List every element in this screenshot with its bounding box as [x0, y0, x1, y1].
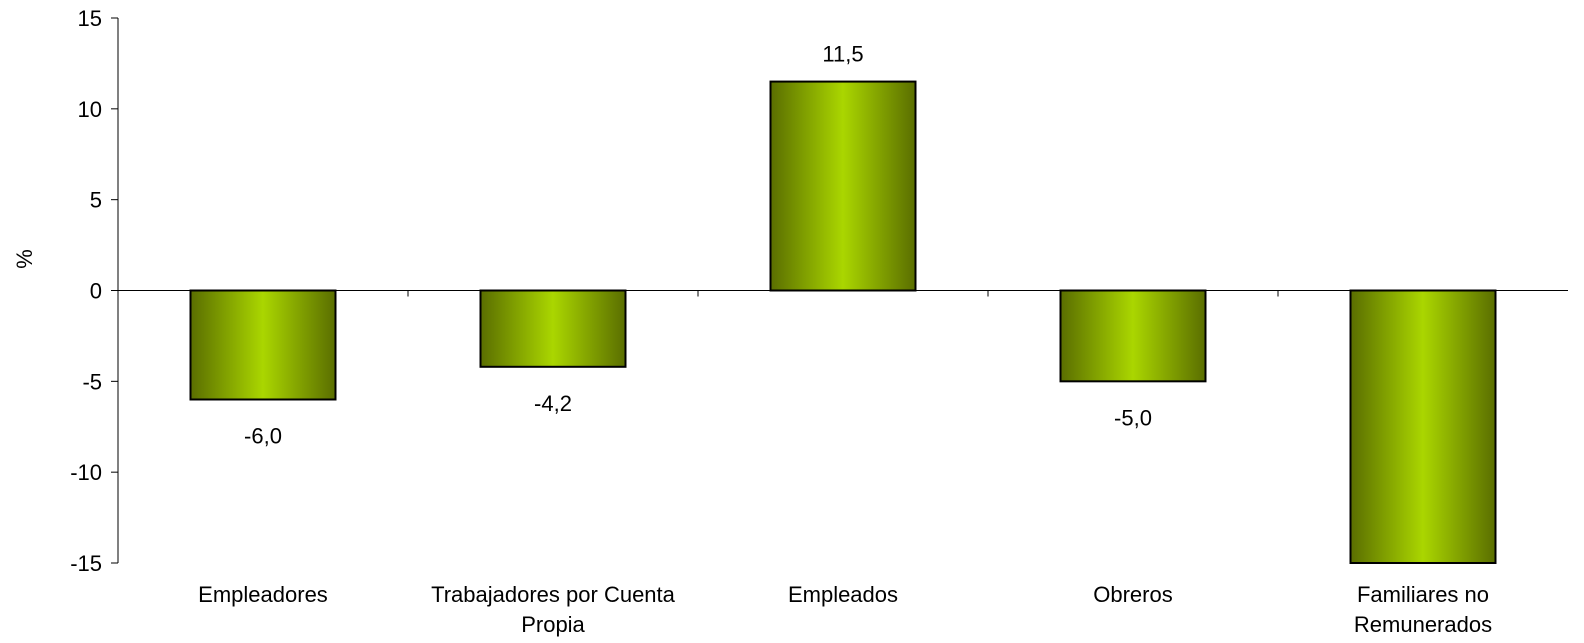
category-label: Trabajadores por Cuenta Propia — [431, 582, 676, 637]
bar-1 — [189, 289, 337, 401]
y-axis-label: % — [12, 249, 37, 269]
y-ticks-group: 15 10 5 0 -5 -10 -15 — [70, 6, 118, 576]
y-tick-label: 15 — [78, 6, 102, 31]
y-tick-label: 10 — [78, 97, 102, 122]
y-tick-label: -10 — [70, 460, 102, 485]
data-label: -4,2 — [534, 391, 572, 416]
y-tick-label: -5 — [82, 369, 102, 394]
data-label: -5,0 — [1114, 405, 1152, 430]
category-label: Empleadores — [198, 582, 328, 607]
bar-4 — [1059, 289, 1207, 383]
category-label: Empleados — [788, 582, 898, 607]
category-label: Obreros — [1093, 582, 1172, 607]
data-label: -6,0 — [244, 424, 282, 449]
category-label: Familiares no Remunerados — [1354, 582, 1492, 637]
category-labels-group: Empleadores Trabajadores por Cuenta Propia… — [198, 582, 1492, 637]
y-tick-label: 5 — [90, 188, 102, 213]
y-tick-label: 0 — [90, 279, 102, 304]
bars-group — [189, 80, 1497, 564]
value-labels-group: -6,0 -4,2 11,5 -5,0 — [244, 42, 1152, 449]
bar-3 — [769, 80, 917, 292]
y-tick-label: -15 — [70, 551, 102, 576]
bar-5 — [1349, 289, 1497, 564]
bar-2 — [479, 289, 627, 368]
data-label: 11,5 — [822, 42, 863, 67]
